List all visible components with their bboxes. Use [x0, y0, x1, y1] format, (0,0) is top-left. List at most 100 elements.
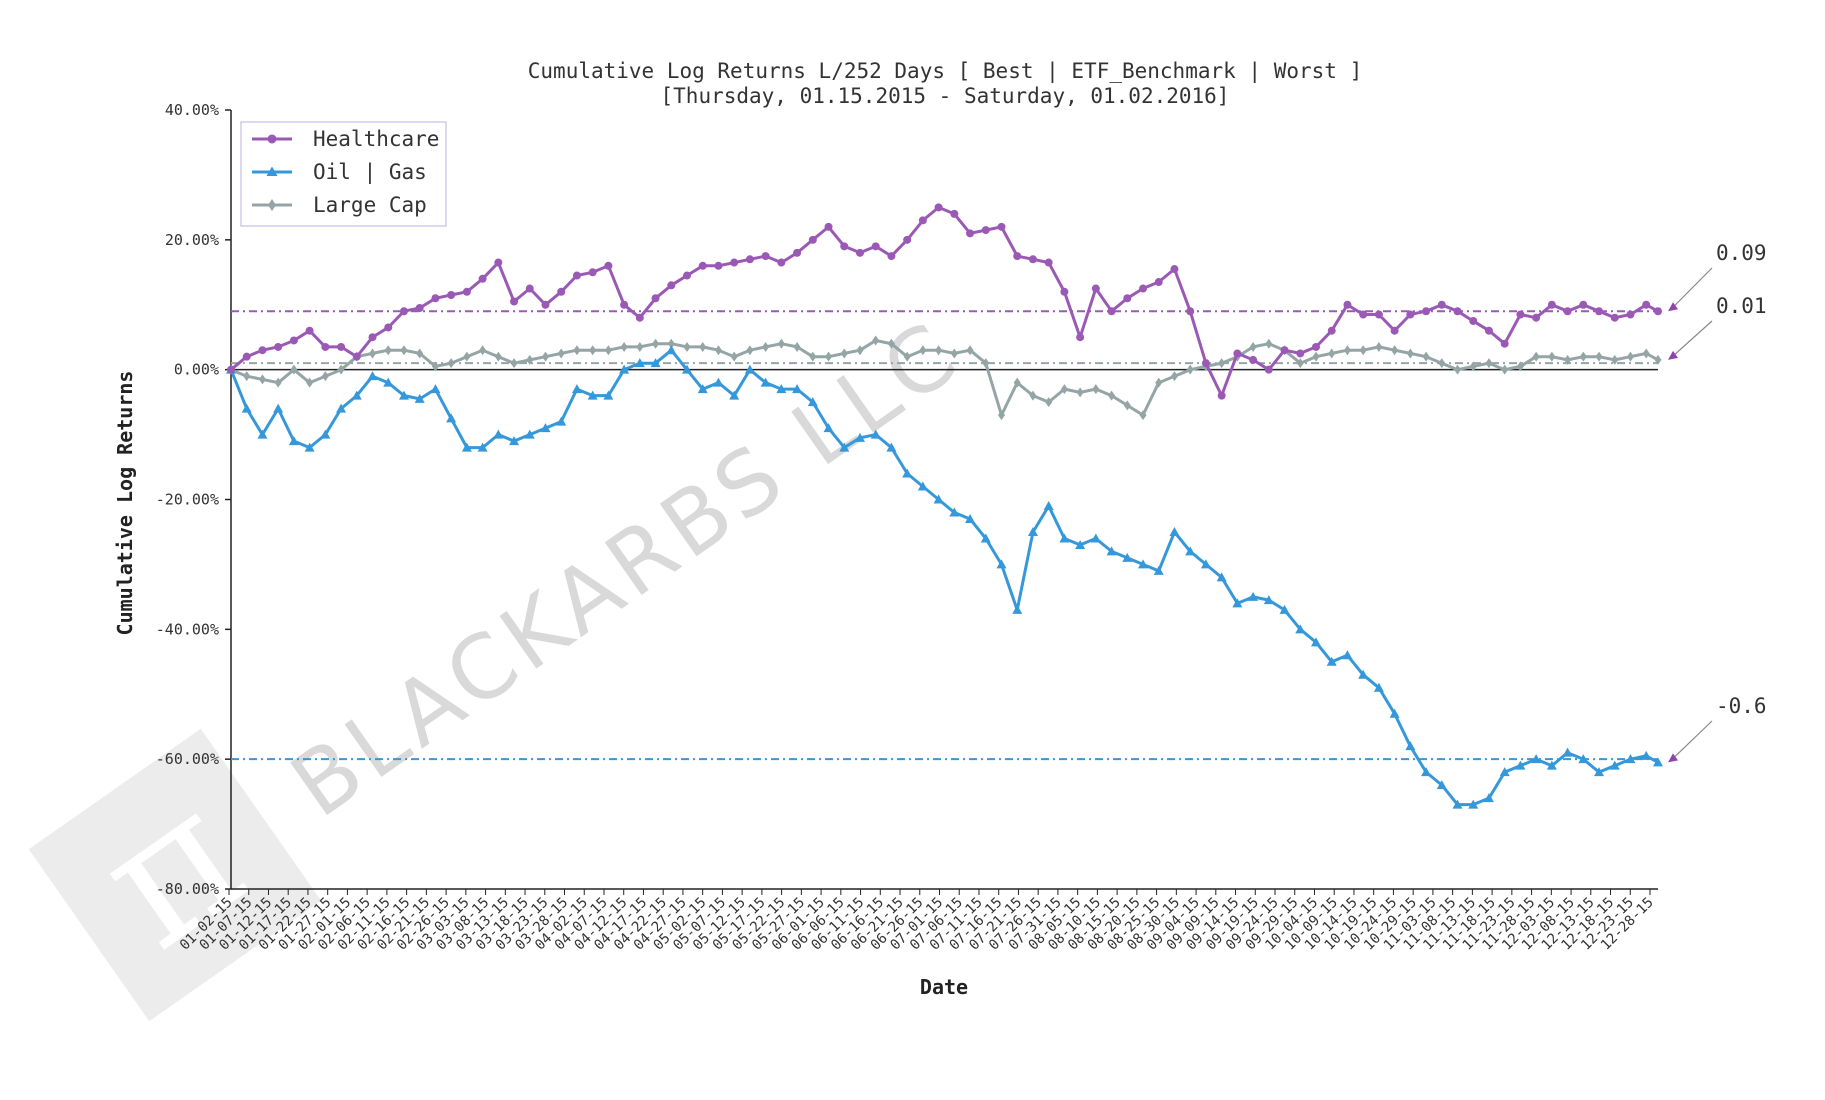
data-point	[368, 333, 377, 342]
data-point	[902, 468, 913, 478]
data-point	[698, 261, 707, 270]
data-point	[697, 384, 708, 394]
data-point	[1154, 278, 1163, 287]
data-point	[1437, 300, 1446, 309]
data-point	[745, 255, 754, 264]
data-point	[447, 291, 456, 300]
data-point	[1578, 754, 1589, 764]
series-large-cap	[227, 335, 1662, 421]
data-point	[981, 226, 990, 235]
data-point	[384, 323, 393, 332]
data-point	[479, 345, 487, 356]
data-point	[1326, 656, 1337, 666]
data-point	[1359, 310, 1368, 319]
data-point	[541, 351, 549, 362]
data-point	[1076, 333, 1085, 342]
data-point	[1516, 310, 1525, 319]
data-point	[980, 533, 991, 543]
annotation-arrow-line	[1671, 267, 1713, 309]
data-point	[589, 345, 597, 356]
data-point	[855, 248, 864, 257]
annotation-arrow-head	[1668, 350, 1678, 360]
data-point	[1642, 300, 1651, 309]
data-point	[274, 342, 283, 351]
legend-item-healthcare: Healthcare	[252, 127, 439, 151]
data-point	[1532, 313, 1541, 322]
data-point	[1454, 364, 1462, 375]
data-point	[1579, 351, 1587, 362]
data-point	[1375, 341, 1383, 352]
data-point	[524, 429, 535, 439]
data-point	[321, 342, 330, 351]
data-point	[227, 365, 235, 374]
data-point	[414, 393, 425, 403]
data-point	[1654, 354, 1662, 365]
data-point	[1548, 351, 1556, 362]
data-point	[634, 358, 645, 368]
data-point	[744, 364, 755, 374]
data-point	[243, 371, 251, 382]
data-point	[1594, 767, 1605, 777]
data-point	[1201, 359, 1210, 368]
data-point	[1263, 595, 1274, 605]
data-point	[1028, 255, 1037, 264]
data-point	[1060, 287, 1069, 296]
data-point	[572, 271, 581, 280]
data-point	[258, 346, 267, 355]
data-point	[540, 423, 551, 433]
data-point	[903, 351, 911, 362]
data-point	[808, 235, 817, 244]
data-point	[1232, 598, 1243, 608]
data-point	[304, 442, 315, 452]
data-point	[1296, 358, 1304, 369]
data-point	[1343, 300, 1352, 309]
data-point	[792, 384, 803, 394]
data-point	[1312, 351, 1320, 362]
data-point	[1469, 316, 1478, 325]
data-point	[825, 351, 833, 362]
data-point	[305, 326, 314, 335]
data-point	[1358, 669, 1369, 679]
data-point	[1516, 361, 1524, 372]
data-point	[1027, 526, 1038, 536]
y-ticks: 40.00% 20.00% 0.00% -20.00% -40.00% -60.00% -8…	[156, 101, 231, 898]
data-point	[1216, 572, 1227, 582]
data-point	[258, 374, 266, 385]
data-point	[1295, 624, 1306, 634]
data-point	[917, 481, 928, 491]
data-point	[1013, 377, 1021, 388]
data-point	[416, 348, 424, 359]
data-point	[289, 336, 298, 345]
data-point	[1249, 355, 1258, 364]
data-point	[1075, 539, 1086, 549]
data-point	[918, 216, 927, 225]
data-point	[950, 348, 958, 359]
data-point	[887, 252, 896, 261]
data-point	[526, 354, 534, 365]
data-point	[1421, 767, 1432, 777]
data-point	[699, 341, 707, 352]
legend-triangle-marker	[266, 166, 278, 176]
data-point	[1122, 552, 1133, 562]
data-point	[807, 397, 818, 407]
data-point	[557, 348, 565, 359]
data-point	[1422, 307, 1431, 316]
data-point	[949, 507, 960, 517]
data-point	[620, 300, 629, 309]
data-point	[1531, 754, 1542, 764]
data-point	[1653, 757, 1663, 767]
data-point	[950, 209, 959, 218]
data-point	[1107, 307, 1116, 316]
data-point	[762, 341, 770, 352]
data-point	[1391, 345, 1399, 356]
data-point	[1611, 354, 1619, 365]
data-point	[1043, 500, 1054, 510]
data-point	[462, 287, 471, 296]
annotation-label: -0.6	[1716, 694, 1767, 718]
data-point	[1500, 339, 1509, 348]
data-point	[571, 384, 582, 394]
data-point	[1139, 284, 1148, 293]
data-point	[1279, 604, 1290, 614]
data-point	[1090, 533, 1101, 543]
data-point	[1641, 750, 1652, 760]
